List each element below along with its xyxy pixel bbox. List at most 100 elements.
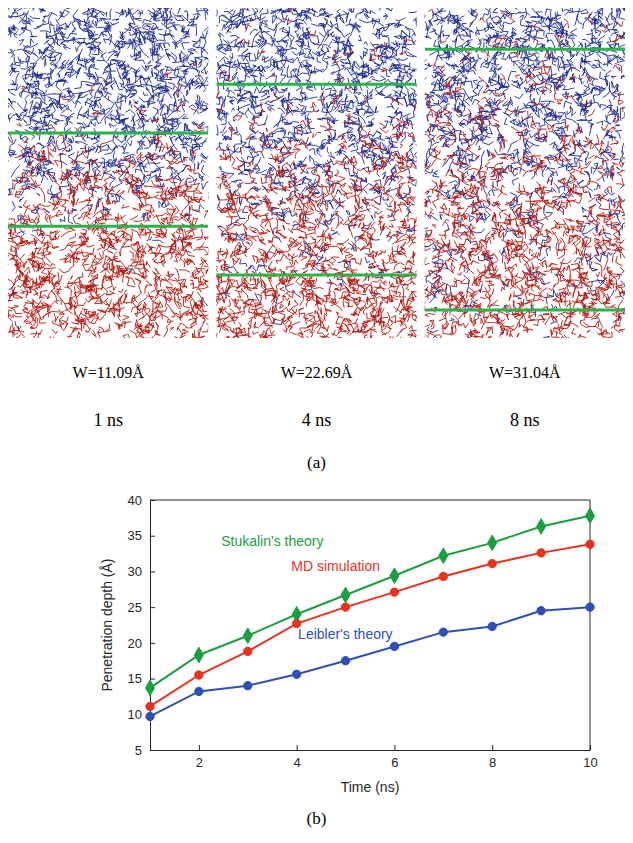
x-tick-mark — [199, 745, 200, 750]
series-marker — [390, 642, 398, 650]
snapshot-panel: W=22.69Å 4 ns — [207, 0, 428, 430]
y-tick-label: 30 — [128, 564, 142, 579]
series-marker — [488, 559, 496, 567]
series-marker — [341, 603, 349, 611]
width-label: W=31.04Å — [489, 364, 561, 381]
snapshot-panel: W=31.04Å 8 ns — [406, 0, 633, 430]
series-marker — [243, 628, 252, 644]
y-axis: 5 10 15 20 25 30 35 40 — [128, 493, 155, 758]
series-marker — [341, 657, 349, 665]
panel-label: (a) — [307, 453, 326, 472]
series-marker — [195, 687, 203, 695]
x-tick-label: 4 — [294, 755, 301, 770]
y-tick-mark — [150, 536, 155, 537]
series-marker — [195, 671, 203, 679]
x-tick-mark — [394, 745, 395, 750]
red-molecules — [216, 9, 416, 338]
x-tick: 2 — [196, 745, 203, 770]
y-tick-label: 10 — [128, 707, 142, 722]
panel-label: (b) — [307, 809, 327, 828]
y-tick: 20 — [128, 636, 155, 651]
x-tick-label: 10 — [583, 755, 597, 770]
series-line — [150, 544, 590, 706]
y-tick-label: 5 — [135, 743, 142, 758]
upper-boundary — [8, 132, 208, 135]
frame-right — [590, 500, 591, 750]
snapshot-panel: W=11.09Å 1 ns — [0, 0, 223, 430]
series-marker — [292, 670, 300, 678]
snapshot-image — [216, 8, 416, 338]
y-tick-mark — [150, 750, 155, 751]
y-tick-mark — [150, 679, 155, 680]
x-tick-label: 8 — [489, 755, 496, 770]
red-molecules — [8, 62, 208, 338]
series-marker — [488, 535, 497, 551]
series-marker — [146, 680, 155, 696]
y-tick-label: 40 — [128, 493, 142, 508]
line-chart: 2 4 6 8 10 5 10 15 20 25 30 35 40 Time (ns) Penetratio… — [99, 493, 598, 795]
x-axis: 2 4 6 8 10 — [151, 745, 598, 770]
x-tick: 6 — [391, 745, 398, 770]
x-tick-label: 6 — [391, 755, 398, 770]
series-marker — [488, 622, 496, 630]
series-marker — [146, 712, 154, 720]
series-marker — [537, 519, 546, 535]
y-tick-label: 25 — [128, 600, 142, 615]
x-tick: 8 — [489, 745, 496, 770]
series-marker — [439, 628, 447, 636]
series-marker — [390, 588, 398, 596]
width-label: W=22.69Å — [281, 364, 353, 381]
y-tick-label: 15 — [128, 671, 142, 686]
series-label: Stukalin's theory — [221, 533, 323, 549]
time-label: 8 ns — [510, 410, 540, 430]
snapshot-image — [425, 8, 625, 338]
series-line — [150, 516, 590, 688]
lower-boundary — [216, 273, 416, 276]
lower-boundary — [425, 308, 625, 311]
y-tick-mark — [150, 571, 155, 572]
series-label: Leibler's theory — [298, 626, 393, 642]
series-line — [150, 607, 590, 716]
x-tick-mark — [492, 745, 493, 750]
upper-boundary — [425, 48, 625, 51]
snapshots: W=11.09Å 1 ns W=22.69Å 4 ns W=31.04Å 8 ns — [0, 0, 633, 430]
y-tick: 35 — [128, 528, 155, 543]
figure: W=11.09Å 1 ns W=22.69Å 4 ns W=31.04Å 8 ns (a) 2… — [0, 0, 633, 843]
width-label: W=11.09Å — [73, 364, 145, 381]
time-label: 4 ns — [302, 410, 332, 430]
x-tick: 4 — [294, 745, 301, 770]
upper-boundary — [216, 83, 416, 86]
red-molecules — [425, 9, 625, 338]
series-marker — [194, 647, 203, 663]
frame-top — [150, 500, 590, 501]
series-marker — [586, 603, 594, 611]
series-marker — [146, 702, 154, 710]
x-tick-label: 2 — [196, 755, 203, 770]
series-marker — [439, 572, 447, 580]
y-axis-title: Penetration depth (Å) — [99, 558, 115, 691]
series-marker — [244, 682, 252, 690]
series-label: MD simulation — [291, 558, 380, 574]
y-tick-label: 35 — [128, 528, 142, 543]
series-marker — [390, 568, 399, 584]
y-tick-mark — [150, 607, 155, 608]
time-label: 1 ns — [93, 410, 123, 430]
series-marker — [439, 548, 448, 564]
x-axis-title: Time (ns) — [341, 779, 400, 795]
lower-boundary — [8, 225, 208, 228]
y-tick-mark — [150, 643, 155, 644]
series-marker — [586, 508, 595, 524]
series-marker — [537, 549, 545, 557]
blue-molecules — [8, 8, 208, 330]
plot-background — [150, 500, 590, 750]
y-tick: 30 — [128, 564, 155, 579]
series-marker — [537, 607, 545, 615]
y-tick: 5 — [135, 743, 155, 758]
series-marker — [341, 587, 350, 603]
x-axis-line — [151, 750, 591, 751]
series-marker — [244, 647, 252, 655]
x-tick-mark — [297, 745, 298, 750]
plot-marks — [146, 508, 595, 721]
y-tick-label: 20 — [128, 636, 142, 651]
y-tick: 25 — [128, 600, 155, 615]
